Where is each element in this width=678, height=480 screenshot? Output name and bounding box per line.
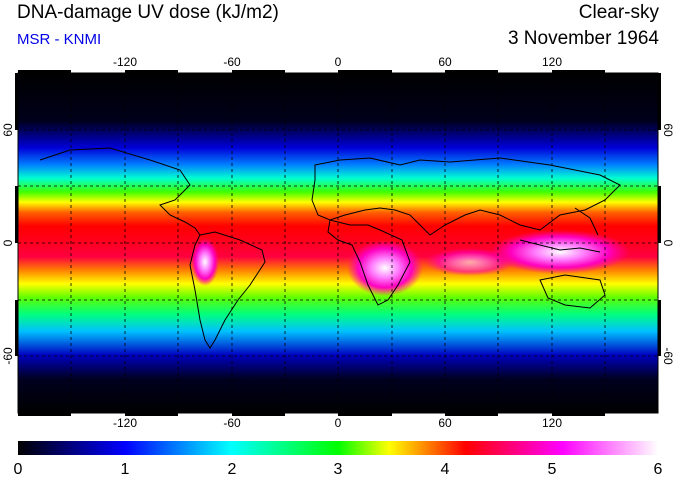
graticule	[18, 73, 658, 413]
lat-tick-left: -60	[1, 347, 15, 365]
lon-tick-bottom: 60	[438, 416, 452, 430]
source-label: MSR - KNMI	[17, 31, 102, 48]
lon-tick-top: 0	[335, 55, 342, 69]
border-scale	[15, 70, 661, 416]
lon-tick-bottom: -60	[223, 416, 241, 430]
colorbar	[18, 441, 658, 455]
coastlines	[39, 147, 621, 349]
colorbar-label: 4	[441, 461, 450, 478]
lon-tick-top: 120	[542, 55, 562, 69]
lon-tick-top: 60	[438, 55, 452, 69]
map-title: DNA-damage UV dose (kJ/m2)	[17, 2, 279, 23]
colorbar-label: 6	[654, 461, 663, 478]
lat-tick-right: -60	[661, 347, 675, 365]
lat-tick-right: 60	[661, 123, 675, 137]
lon-tick-top: -60	[223, 55, 241, 69]
lon-tick-bottom: -120	[113, 416, 137, 430]
date-label: 3 November 1964	[507, 28, 659, 49]
lat-tick-left: 60	[1, 123, 15, 137]
lat-tick-right: 0	[661, 240, 675, 247]
colorbar-label: 5	[548, 461, 557, 478]
colorbar-label: 0	[14, 461, 23, 478]
sky-condition-label: Clear-sky	[578, 2, 659, 23]
colorbar-label: 1	[121, 461, 130, 478]
lon-tick-bottom: 120	[542, 416, 562, 430]
lon-tick-top: -120	[113, 55, 137, 69]
lat-tick-left: 0	[1, 239, 15, 246]
colorbar-label: 2	[228, 461, 237, 478]
lon-tick-bottom: 0	[335, 416, 342, 430]
colorbar-label: 3	[334, 461, 343, 478]
